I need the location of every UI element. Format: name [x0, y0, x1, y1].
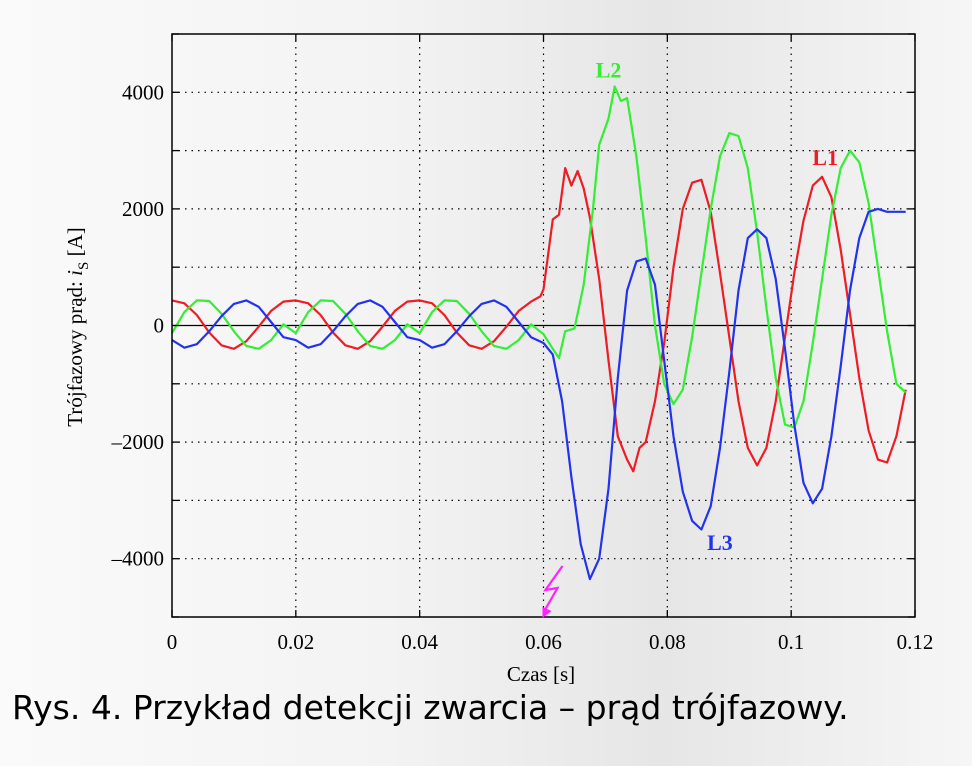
series-line-l1 — [171, 167, 907, 473]
series-label-l1: L1 — [812, 145, 838, 170]
x-tick-label: 0.08 — [649, 630, 686, 654]
x-tick-label: 0.02 — [277, 630, 314, 654]
series-label-l3: L3 — [707, 530, 733, 555]
series-line-l3 — [171, 207, 906, 581]
y-tick-label: –4000 — [111, 547, 165, 571]
x-tick-label: 0 — [167, 630, 178, 654]
series-group — [171, 85, 907, 581]
fault-lightning-icon — [542, 565, 564, 618]
ticks: 0 0.02 0.04 0.06 0.08 0.1 0.12 4000 2000 0 –2000 –4… — [111, 33, 934, 654]
y-tick-label: 0 — [154, 314, 165, 338]
y-tick-label: 2000 — [122, 197, 164, 221]
y-axis-title: Trójfazowy prąd: iS [A] — [63, 227, 92, 426]
x-axis-title: Czas [s] — [507, 662, 575, 686]
series-line-l2 — [171, 85, 907, 429]
figure-caption: Rys. 4. Przykład detekcji zwarcia – prąd… — [12, 688, 849, 727]
x-tick-label: 0.1 — [778, 630, 804, 654]
x-tick-label: 0.12 — [897, 630, 934, 654]
series-label-l2: L2 — [596, 58, 622, 83]
grid — [172, 34, 915, 617]
series-labels: L1 L2 L3 — [596, 58, 838, 555]
x-tick-label: 0.04 — [401, 630, 438, 654]
y-tick-label: –2000 — [111, 430, 165, 454]
x-tick-label: 0.06 — [525, 630, 562, 654]
y-tick-label: 4000 — [122, 80, 164, 104]
chart: 0 0.02 0.04 0.06 0.08 0.1 0.12 4000 2000 0 –2000 –4… — [63, 33, 934, 686]
